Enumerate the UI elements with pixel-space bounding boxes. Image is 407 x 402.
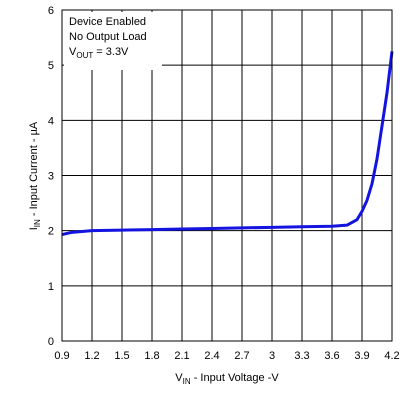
- x-tick-label: 3.3: [294, 350, 309, 362]
- y-tick-label: 3: [48, 171, 54, 183]
- x-tick-label: 2.1: [174, 350, 189, 362]
- y-axis-label: IIN - Input Current - µA: [28, 121, 42, 230]
- x-tick-label: 2.7: [234, 350, 249, 362]
- x-label-part: V: [175, 372, 183, 384]
- x-tick-label: 4.2: [384, 350, 399, 362]
- x-tick-label: 0.9: [54, 350, 69, 362]
- annotation-box: [64, 12, 162, 70]
- y-tick-label: 4: [48, 115, 54, 127]
- x-tick-label: 2.4: [204, 350, 219, 362]
- x-tick-label: 3.9: [354, 350, 369, 362]
- y-label-part: - Input Current - µA: [28, 121, 40, 219]
- curve: [61, 51, 394, 236]
- x-tick-label: 1.2: [84, 350, 99, 362]
- y-tick-label: 6: [48, 5, 54, 17]
- x-tick-label: 1.5: [114, 350, 129, 362]
- annotation: VOUT = 3.3V: [69, 46, 129, 60]
- x-axis-label: VIN - Input Voltage -V: [175, 372, 279, 386]
- y-tick-label: 0: [48, 336, 54, 348]
- x-tick-label: 3: [269, 350, 275, 362]
- x-tick-label: 1.8: [144, 350, 159, 362]
- annotation-part: V: [69, 46, 77, 58]
- annotation-part: = 3.3V: [93, 46, 129, 58]
- x-label-part: - Input Voltage -V: [191, 372, 280, 384]
- y-tick-label: 1: [48, 281, 54, 293]
- plot-frame: [61, 9, 393, 342]
- x-tick-label: 3.6: [324, 350, 339, 362]
- annotation-part: OUT: [76, 51, 93, 60]
- y-tick-label: 5: [48, 60, 54, 72]
- x-label-part: IN: [183, 377, 191, 386]
- y-label-part: IN: [33, 219, 42, 227]
- annotation: No Output Load: [69, 31, 147, 43]
- annotation: Device Enabled: [69, 16, 146, 28]
- y-tick-label: 2: [48, 226, 54, 238]
- y-label-part: I: [28, 227, 40, 230]
